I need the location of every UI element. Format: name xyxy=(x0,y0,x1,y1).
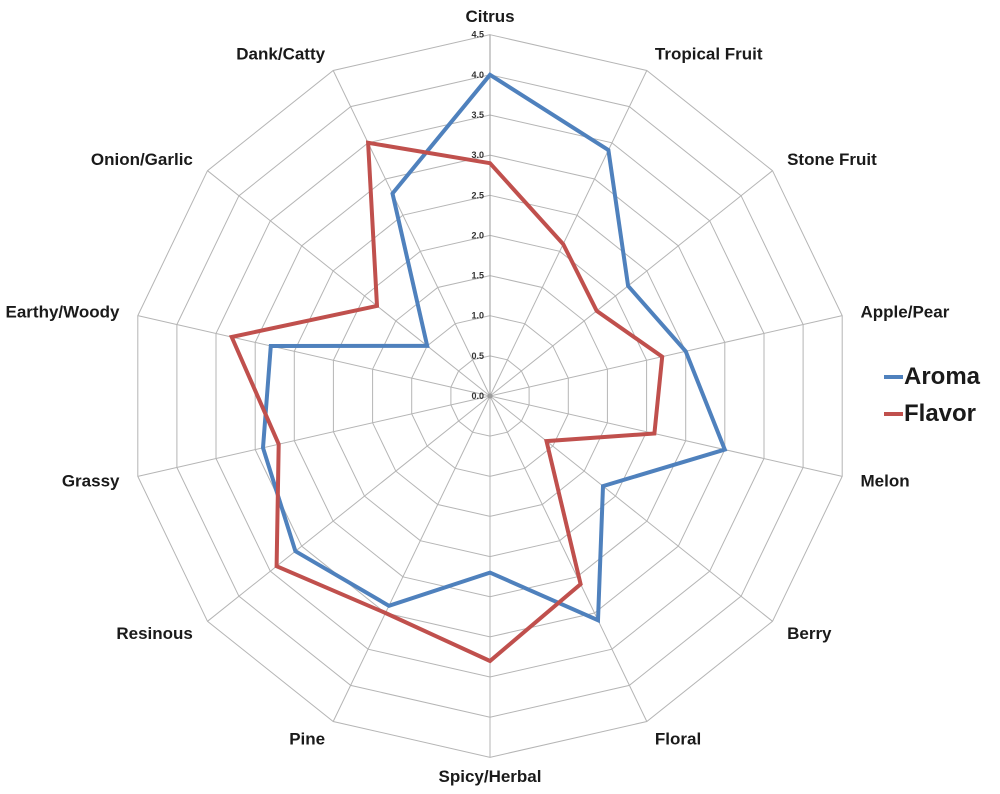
axis-label-pine: Pine xyxy=(289,729,325,748)
grid-spoke-grassy xyxy=(137,395,491,477)
axis-label-floral: Floral xyxy=(655,729,701,748)
legend-item-flavor: Flavor xyxy=(884,399,980,429)
series-line-flavor xyxy=(228,140,665,664)
axis-label-tropical-fruit: Tropical Fruit xyxy=(655,45,763,64)
axis-label-stone-fruit: Stone Fruit xyxy=(787,150,877,169)
radial-tick-label: 0.0 xyxy=(471,391,484,401)
legend-label-aroma: Aroma xyxy=(904,363,981,390)
grid-spoke-floral xyxy=(489,395,648,722)
series-line-aroma xyxy=(260,72,728,624)
radial-tick-label: 0.5 xyxy=(471,351,484,361)
axis-label-resinous: Resinous xyxy=(116,624,193,643)
axis-label-onion-garlic: Onion/Garlic xyxy=(91,150,193,169)
legend-swatch-flavor-icon xyxy=(884,412,903,416)
legend-swatch-aroma-icon xyxy=(884,375,903,379)
grid-spoke-berry xyxy=(489,395,773,622)
radial-tick-label: 3.5 xyxy=(471,110,484,120)
legend: Aroma Flavor xyxy=(884,362,980,436)
radial-tick-label: 2.0 xyxy=(471,230,484,240)
axis-label-dank-catty: Dank/Catty xyxy=(236,45,325,64)
radial-tick-label: 4.5 xyxy=(471,30,484,40)
axis-label-melon: Melon xyxy=(861,472,910,491)
grid-spoke-onion-garlic xyxy=(207,170,491,397)
axis-label-earthy-woody: Earthy/Woody xyxy=(6,302,121,321)
grid-spoke-apple-pear xyxy=(489,315,843,397)
axis-label-apple-pear: Apple/Pear xyxy=(861,302,950,321)
axis-label-grassy: Grassy xyxy=(62,472,120,491)
grid-spoke-stone-fruit xyxy=(489,170,773,397)
center-dot xyxy=(487,393,493,399)
radial-tick-label: 2.5 xyxy=(471,190,484,200)
axis-label-citrus: Citrus xyxy=(465,7,514,26)
axis-label-berry: Berry xyxy=(787,624,832,643)
radial-tick-label: 3.0 xyxy=(471,150,484,160)
radial-tick-label: 1.5 xyxy=(471,271,484,281)
radial-tick-label: 1.0 xyxy=(471,311,484,321)
radial-tick-label: 4.0 xyxy=(471,70,484,80)
grid-spoke-dank-catty xyxy=(332,70,491,397)
grid-spoke-pine xyxy=(332,395,491,722)
legend-item-aroma: Aroma xyxy=(884,362,980,392)
grid-spoke-resinous xyxy=(207,395,491,622)
legend-label-flavor: Flavor xyxy=(904,400,977,427)
grid-spoke-earthy-woody xyxy=(137,315,491,397)
grid-spoke-melon xyxy=(489,395,843,477)
grid-spoke-tropical-fruit xyxy=(489,70,648,397)
axis-label-spicy-herbal: Spicy/Herbal xyxy=(439,767,542,786)
